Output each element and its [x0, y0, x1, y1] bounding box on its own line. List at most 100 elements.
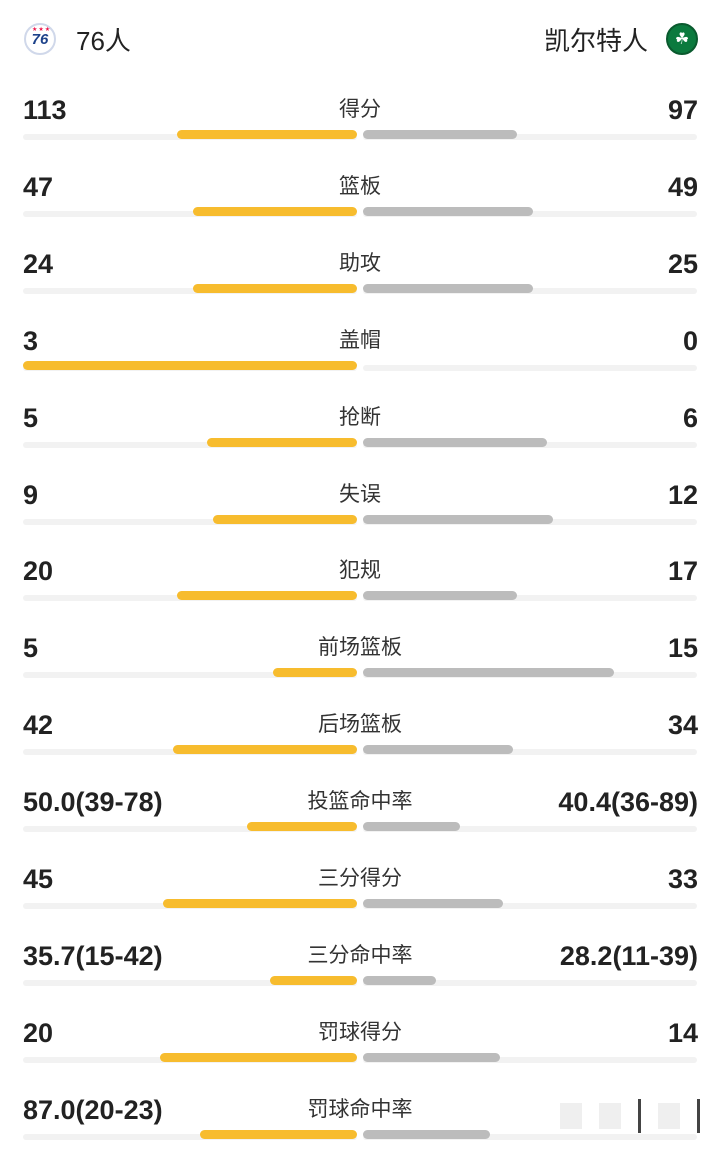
home-stat-value: 20: [23, 556, 54, 586]
stat-label: 抢断: [339, 406, 381, 429]
away-bar-track: [363, 134, 697, 140]
home-stat-bar: [200, 1130, 357, 1139]
stat-row: 45 三分得分 33: [0, 863, 720, 939]
home-stat-bar: [270, 976, 357, 985]
watermark-mark: [599, 1103, 621, 1129]
away-stat-bar: [363, 515, 553, 524]
away-stat-bar: [363, 822, 460, 831]
stat-row: 20 犯规 17: [0, 555, 720, 631]
home-stat-value: 35.7(15-42): [23, 941, 163, 971]
away-stat-bar: [363, 130, 517, 139]
watermark-mark: [697, 1099, 700, 1133]
stat-label: 得分: [339, 98, 381, 121]
stat-label: 盖帽: [339, 329, 381, 352]
home-bar-track: [23, 519, 357, 525]
home-stat-bar: [213, 515, 357, 524]
away-stat-bar: [363, 1053, 500, 1062]
watermark-mark: [560, 1103, 582, 1129]
stat-label: 助攻: [339, 252, 381, 275]
home-stat-value: 113: [23, 95, 67, 125]
away-bar-track: [363, 749, 697, 755]
stat-row: 3 盖帽 0: [0, 325, 720, 401]
team-header: ★★★ 76 76人 凯尔特人 ☘: [0, 0, 720, 78]
away-stat-value: 15: [667, 633, 698, 663]
stat-row: 5 前场篮板 15: [0, 632, 720, 708]
home-bar-track: [23, 442, 357, 448]
home-bar-track: [23, 980, 357, 986]
away-stat-value: 12: [667, 480, 698, 510]
stat-label: 篮板: [339, 175, 381, 198]
home-team[interactable]: ★★★ 76 76人: [24, 20, 131, 58]
stat-row: 42 后场篮板 34: [0, 709, 720, 785]
home-stat-value: 5: [23, 403, 39, 433]
home-stat-bar: [193, 284, 357, 293]
home-stat-bar: [160, 1053, 357, 1062]
away-stat-bar: [363, 284, 533, 293]
away-stat-bar: [363, 745, 513, 754]
76ers-logo-icon: ★★★ 76: [24, 23, 56, 55]
stat-row: 87.0(20-23) 罚球命中率: [0, 1094, 720, 1170]
home-stat-value: 3: [23, 326, 39, 356]
home-stat-bar: [177, 591, 357, 600]
away-stat-bar: [363, 668, 614, 677]
stat-label: 三分命中率: [307, 944, 413, 967]
home-stat-value: 9: [23, 480, 39, 510]
away-stat-bar: [363, 1130, 490, 1139]
home-bar-track: [23, 288, 357, 294]
home-bar-track: [23, 826, 357, 832]
away-bar-track: [363, 980, 697, 986]
away-stat-value: 6: [682, 403, 698, 433]
stat-label: 犯规: [339, 559, 381, 582]
home-stat-bar: [247, 822, 357, 831]
celtics-logo-icon: ☘: [666, 23, 698, 55]
away-stat-bar: [363, 591, 517, 600]
home-stat-bar: [273, 668, 357, 677]
away-bar-track: [363, 595, 697, 601]
home-team-name: 76人: [76, 25, 131, 56]
home-stat-value: 47: [23, 172, 54, 202]
home-stat-bar: [177, 130, 357, 139]
away-stat-value: 14: [667, 1018, 698, 1048]
home-stat-value: 45: [23, 864, 54, 894]
home-bar-track: [23, 211, 357, 217]
stat-label: 失误: [339, 483, 381, 506]
home-bar-track: [23, 1134, 357, 1140]
home-stat-value: 20: [23, 1018, 54, 1048]
home-stat-bar: [173, 745, 357, 754]
stat-row: 20 罚球得分 14: [0, 1017, 720, 1093]
away-stat-value: 25: [667, 249, 698, 279]
away-stat-value: 49: [667, 172, 698, 202]
away-stat-bar: [363, 976, 436, 985]
away-stat-bar: [363, 207, 533, 216]
home-stat-value: 5: [23, 633, 39, 663]
stat-label: 三分得分: [318, 867, 402, 890]
stat-label: 后场篮板: [318, 713, 402, 736]
away-stat-value: 33: [667, 864, 698, 894]
away-stat-value: 97: [667, 95, 698, 125]
stat-row: 5 抢断 6: [0, 402, 720, 478]
away-bar-track: [363, 826, 697, 832]
watermark-mark: [658, 1103, 680, 1129]
home-bar-track: [23, 672, 357, 678]
stat-row: 47 篮板 49: [0, 171, 720, 247]
away-stat-value: 40.4(36-89): [558, 787, 698, 817]
away-stat-value: 34: [667, 710, 698, 740]
home-stat-bar: [23, 361, 357, 370]
away-stat-value: 28.2(11-39): [559, 941, 698, 971]
home-stat-value: 50.0(39-78): [23, 787, 163, 817]
away-bar-track: [363, 903, 697, 909]
home-stat-value: 87.0(20-23): [23, 1095, 163, 1125]
away-team-name: 凯尔特人: [543, 25, 648, 56]
away-team[interactable]: 凯尔特人 ☘: [544, 20, 698, 58]
stat-row: 24 助攻 25: [0, 248, 720, 324]
stat-label: 前场篮板: [318, 636, 402, 659]
stat-label: 罚球命中率: [307, 1098, 413, 1121]
home-stat-bar: [207, 438, 357, 447]
watermark-mark: [638, 1099, 641, 1133]
home-stat-value: 42: [23, 710, 54, 740]
stat-label: 罚球得分: [318, 1021, 402, 1044]
stat-row: 50.0(39-78) 投篮命中率 40.4(36-89): [0, 786, 720, 862]
stat-label: 投篮命中率: [307, 790, 413, 813]
away-stat-bar: [363, 899, 503, 908]
home-stat-value: 24: [23, 249, 54, 279]
